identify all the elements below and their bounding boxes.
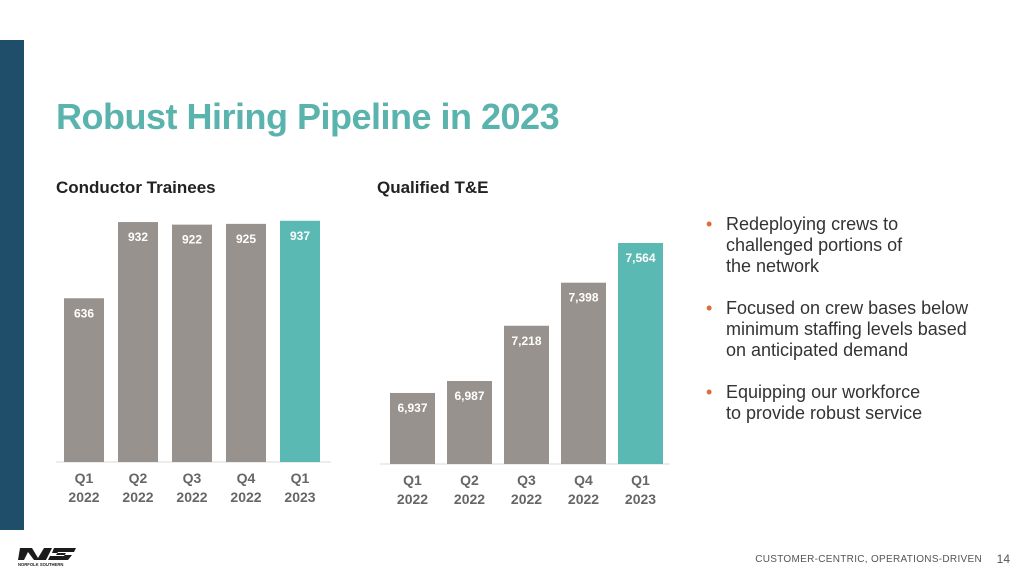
x-tick-label-year: 2022 [122,489,153,505]
bar [64,298,104,462]
x-tick-label-quarter: Q1 [403,472,422,488]
bullet-dot-icon: • [706,214,713,234]
bullet-dot-icon: • [706,298,713,318]
bar [447,381,492,464]
x-tick-label-quarter: Q1 [75,470,94,486]
bar [390,392,435,464]
bar [618,243,663,464]
x-tick-label-year: 2022 [397,491,428,507]
bar [118,222,158,462]
bullet-item: • Focused on crew bases below minimum sta… [706,298,969,360]
bar [280,220,320,462]
footer-tagline: CUSTOMER-CENTRIC, OPERATIONS-DRIVEN [755,554,982,565]
x-tick-label-quarter: Q4 [237,470,256,486]
bar-value-label: 922 [182,233,202,247]
bar-value-label: 937 [290,229,310,243]
conductor-trainees-chart: 636 Q1 2022 932 Q2 2022 922 Q3 2022 925 Q4 2022 937 Q… [56,220,331,505]
x-tick-label-year: 2022 [68,489,99,505]
x-tick-label-year: 2022 [454,491,485,507]
bar-value-label: 925 [236,232,256,246]
x-tick-label-year: 2022 [511,491,542,507]
page-title: Robust Hiring Pipeline in 2023 [56,96,560,137]
x-tick-label-year: 2023 [284,489,315,505]
bar-value-label: 7,564 [625,251,655,265]
x-tick-label-quarter: Q4 [574,472,593,488]
qualified-te-chart: 6,937 Q1 2022 6,987 Q2 2022 7,218 Q3 2022 7,398 Q4… [380,243,670,507]
x-tick-label-year: 2023 [625,491,656,507]
svg-text:NORFOLK SOUTHERN: NORFOLK SOUTHERN [18,562,63,567]
bar [504,325,549,464]
bar-value-label: 932 [128,230,148,244]
bar [561,282,606,464]
x-tick-label-quarter: Q2 [460,472,479,488]
norfolk-southern-logo: NORFOLK SOUTHERN [18,548,76,567]
bullet-item: • Redeploying crews to challenged portion… [706,214,903,276]
x-tick-label-quarter: Q1 [631,472,650,488]
x-tick-label-quarter: Q3 [517,472,536,488]
x-tick-label-quarter: Q3 [183,470,202,486]
x-tick-label-quarter: Q2 [129,470,148,486]
bullet-dot-icon: • [706,382,713,402]
bar-value-label: 6,987 [454,389,484,403]
x-tick-label-year: 2022 [176,489,207,505]
bar-value-label: 7,398 [568,291,598,305]
chart-title-qualified-te: Qualified T&E [377,178,489,197]
bullet-item: • Equipping our workforce to provide robu… [706,382,923,423]
side-accent-bar [0,40,24,530]
x-tick-label-year: 2022 [230,489,261,505]
bar-value-label: 6,937 [397,401,427,415]
bar [172,224,212,462]
bar [226,223,266,462]
bar-value-label: 7,218 [511,334,541,348]
page-number: 14 [996,552,1010,566]
chart-title-conductor-trainees: Conductor Trainees [56,178,216,197]
x-tick-label-quarter: Q1 [291,470,310,486]
bullet-list: • Redeploying crews to challenged portion… [706,214,1006,445]
x-tick-label-year: 2022 [568,491,599,507]
bar-value-label: 636 [74,306,94,320]
